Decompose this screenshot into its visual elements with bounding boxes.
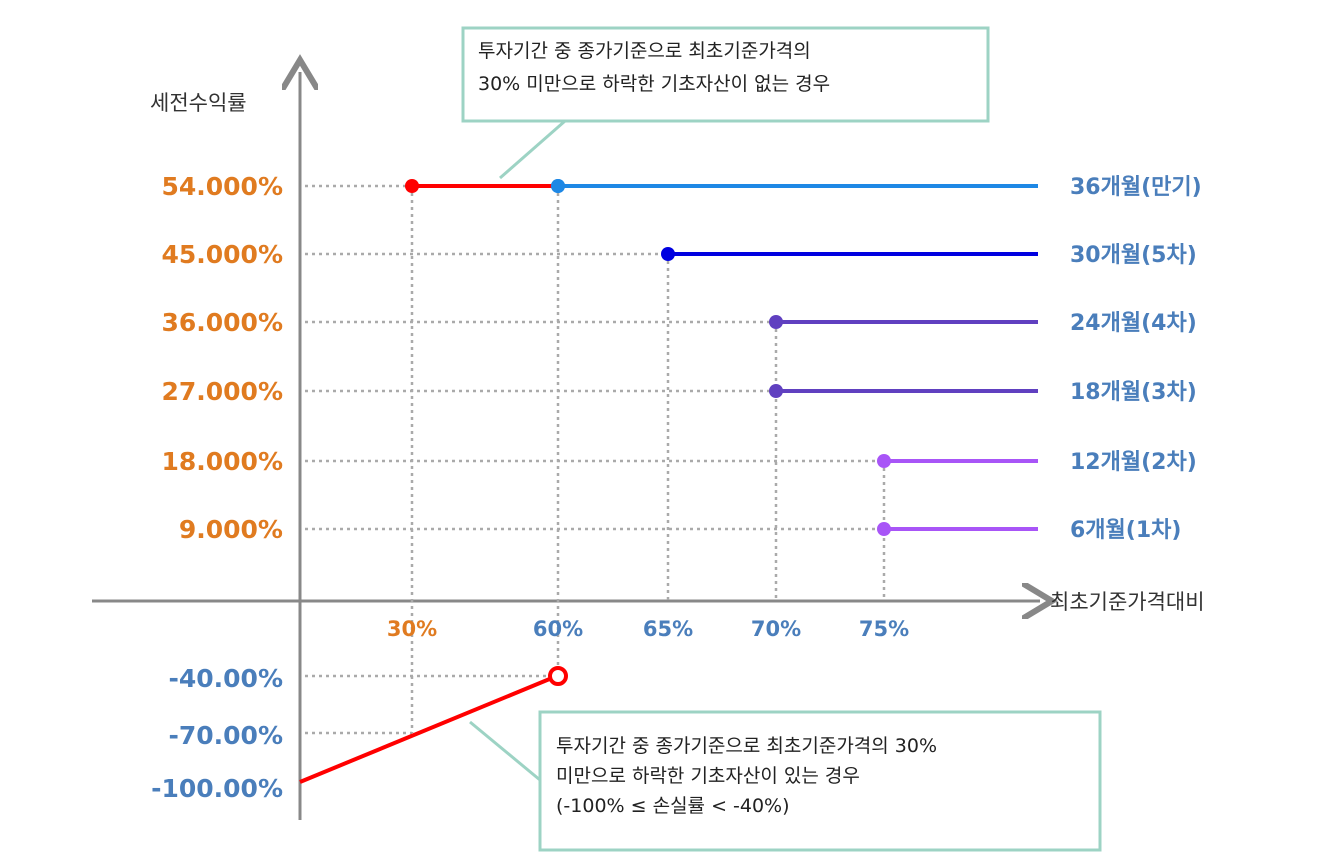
period-label: 18개월(3차) xyxy=(1070,380,1197,405)
loss-label: -100.00% xyxy=(151,774,283,803)
x-axis-label: 최초기준가격대비 xyxy=(1050,590,1205,614)
x-label: 70% xyxy=(751,617,801,641)
payoff-dot xyxy=(405,179,419,193)
payoff-dot xyxy=(769,315,783,329)
y-label: 54.000% xyxy=(161,172,283,201)
callout-text: 30% 미만으로 하락한 기초자산이 없는 경우 xyxy=(478,73,830,95)
period-label: 30개월(5차) xyxy=(1070,243,1197,268)
callout-text: 투자기간 중 종가기준으로 최초기준가격의 xyxy=(478,40,811,62)
y-label: 36.000% xyxy=(161,308,283,337)
period-label: 6개월(1차) xyxy=(1070,518,1181,543)
y-label: 9.000% xyxy=(179,515,283,544)
callout-box xyxy=(538,710,1102,852)
loss-line xyxy=(299,676,553,784)
loss-dot xyxy=(548,666,568,686)
callout-text: (-100% ≤ 손실률 < -40%) xyxy=(556,795,790,817)
period-label: 12개월(2차) xyxy=(1070,450,1197,475)
callout-box xyxy=(461,26,990,123)
x-label: 60% xyxy=(533,617,583,641)
y-label: 45.000% xyxy=(161,240,283,269)
loss-label: -40.00% xyxy=(168,664,283,693)
callout-text: 투자기간 중 종가기준으로 최초기준가격의 30% xyxy=(556,735,937,757)
x-label: 30% xyxy=(387,617,437,641)
callout-text: 미만으로 하락한 기초자산이 있는 경우 xyxy=(556,765,860,787)
payoff-dot xyxy=(877,522,891,536)
y-label: 27.000% xyxy=(161,377,283,406)
period-label: 24개월(4차) xyxy=(1070,311,1197,336)
payoff-dot xyxy=(769,384,783,398)
period-label: 36개월(만기) xyxy=(1070,175,1202,200)
callout-pointer xyxy=(469,720,541,782)
x-label: 75% xyxy=(859,617,909,641)
x-label: 65% xyxy=(643,617,693,641)
loss-label: -70.00% xyxy=(168,721,283,750)
payoff-dot xyxy=(551,179,565,193)
y-axis-label: 세전수익률 xyxy=(150,91,247,115)
y-label: 18.000% xyxy=(161,447,283,476)
callout-pointer xyxy=(499,119,566,180)
payoff-dot xyxy=(877,454,891,468)
payoff-dot xyxy=(661,247,675,261)
